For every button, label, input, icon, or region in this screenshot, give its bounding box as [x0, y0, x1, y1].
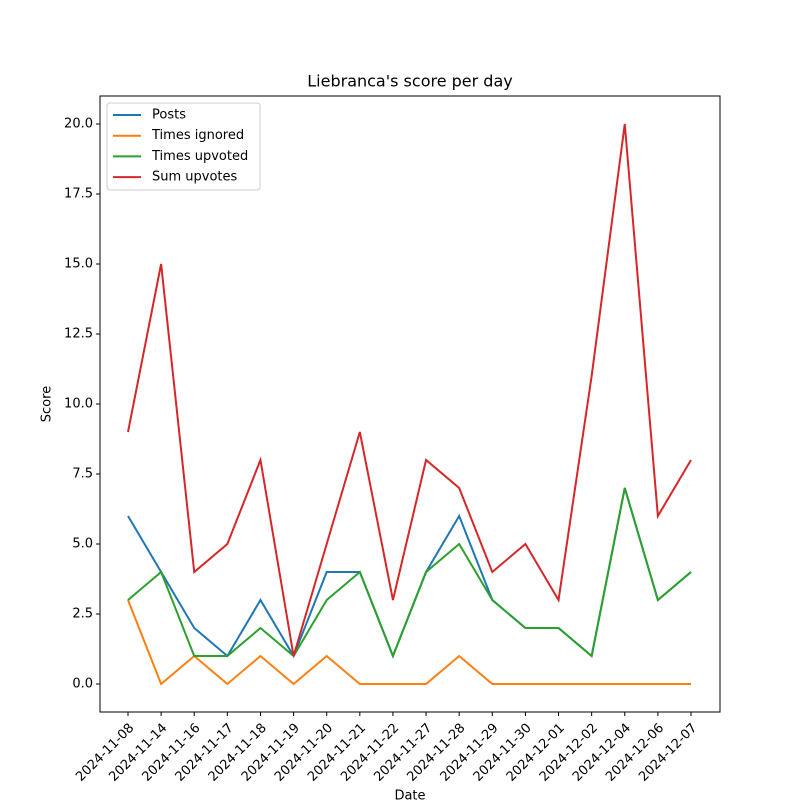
y-tick-label: 12.5	[64, 327, 93, 342]
legend-label: Times ignored	[151, 128, 244, 143]
legend-box	[106, 102, 261, 191]
y-axis-label: Score	[40, 386, 55, 422]
y-tick-label: 15.0	[64, 257, 93, 272]
y-tick-label: 10.0	[64, 397, 93, 412]
series-line	[127, 123, 692, 657]
y-tick-label: 17.5	[64, 187, 93, 202]
chart-title: Liebranca's score per day	[307, 72, 512, 91]
y-tick-label: 0.0	[72, 677, 93, 692]
series-line	[127, 599, 691, 686]
legend-label: Sum upvotes	[152, 170, 238, 185]
y-tick-label: 20.0	[64, 117, 93, 132]
series-line	[127, 487, 692, 659]
y-tick-label: 2.5	[72, 607, 93, 622]
legend-label: Times upvoted	[151, 149, 248, 164]
legend-label: Posts	[152, 108, 186, 123]
x-axis-label: Date	[394, 789, 425, 800]
y-tick-label: 7.5	[72, 467, 93, 482]
y-tick-label: 5.0	[72, 537, 93, 552]
plot-frame	[99, 95, 721, 713]
